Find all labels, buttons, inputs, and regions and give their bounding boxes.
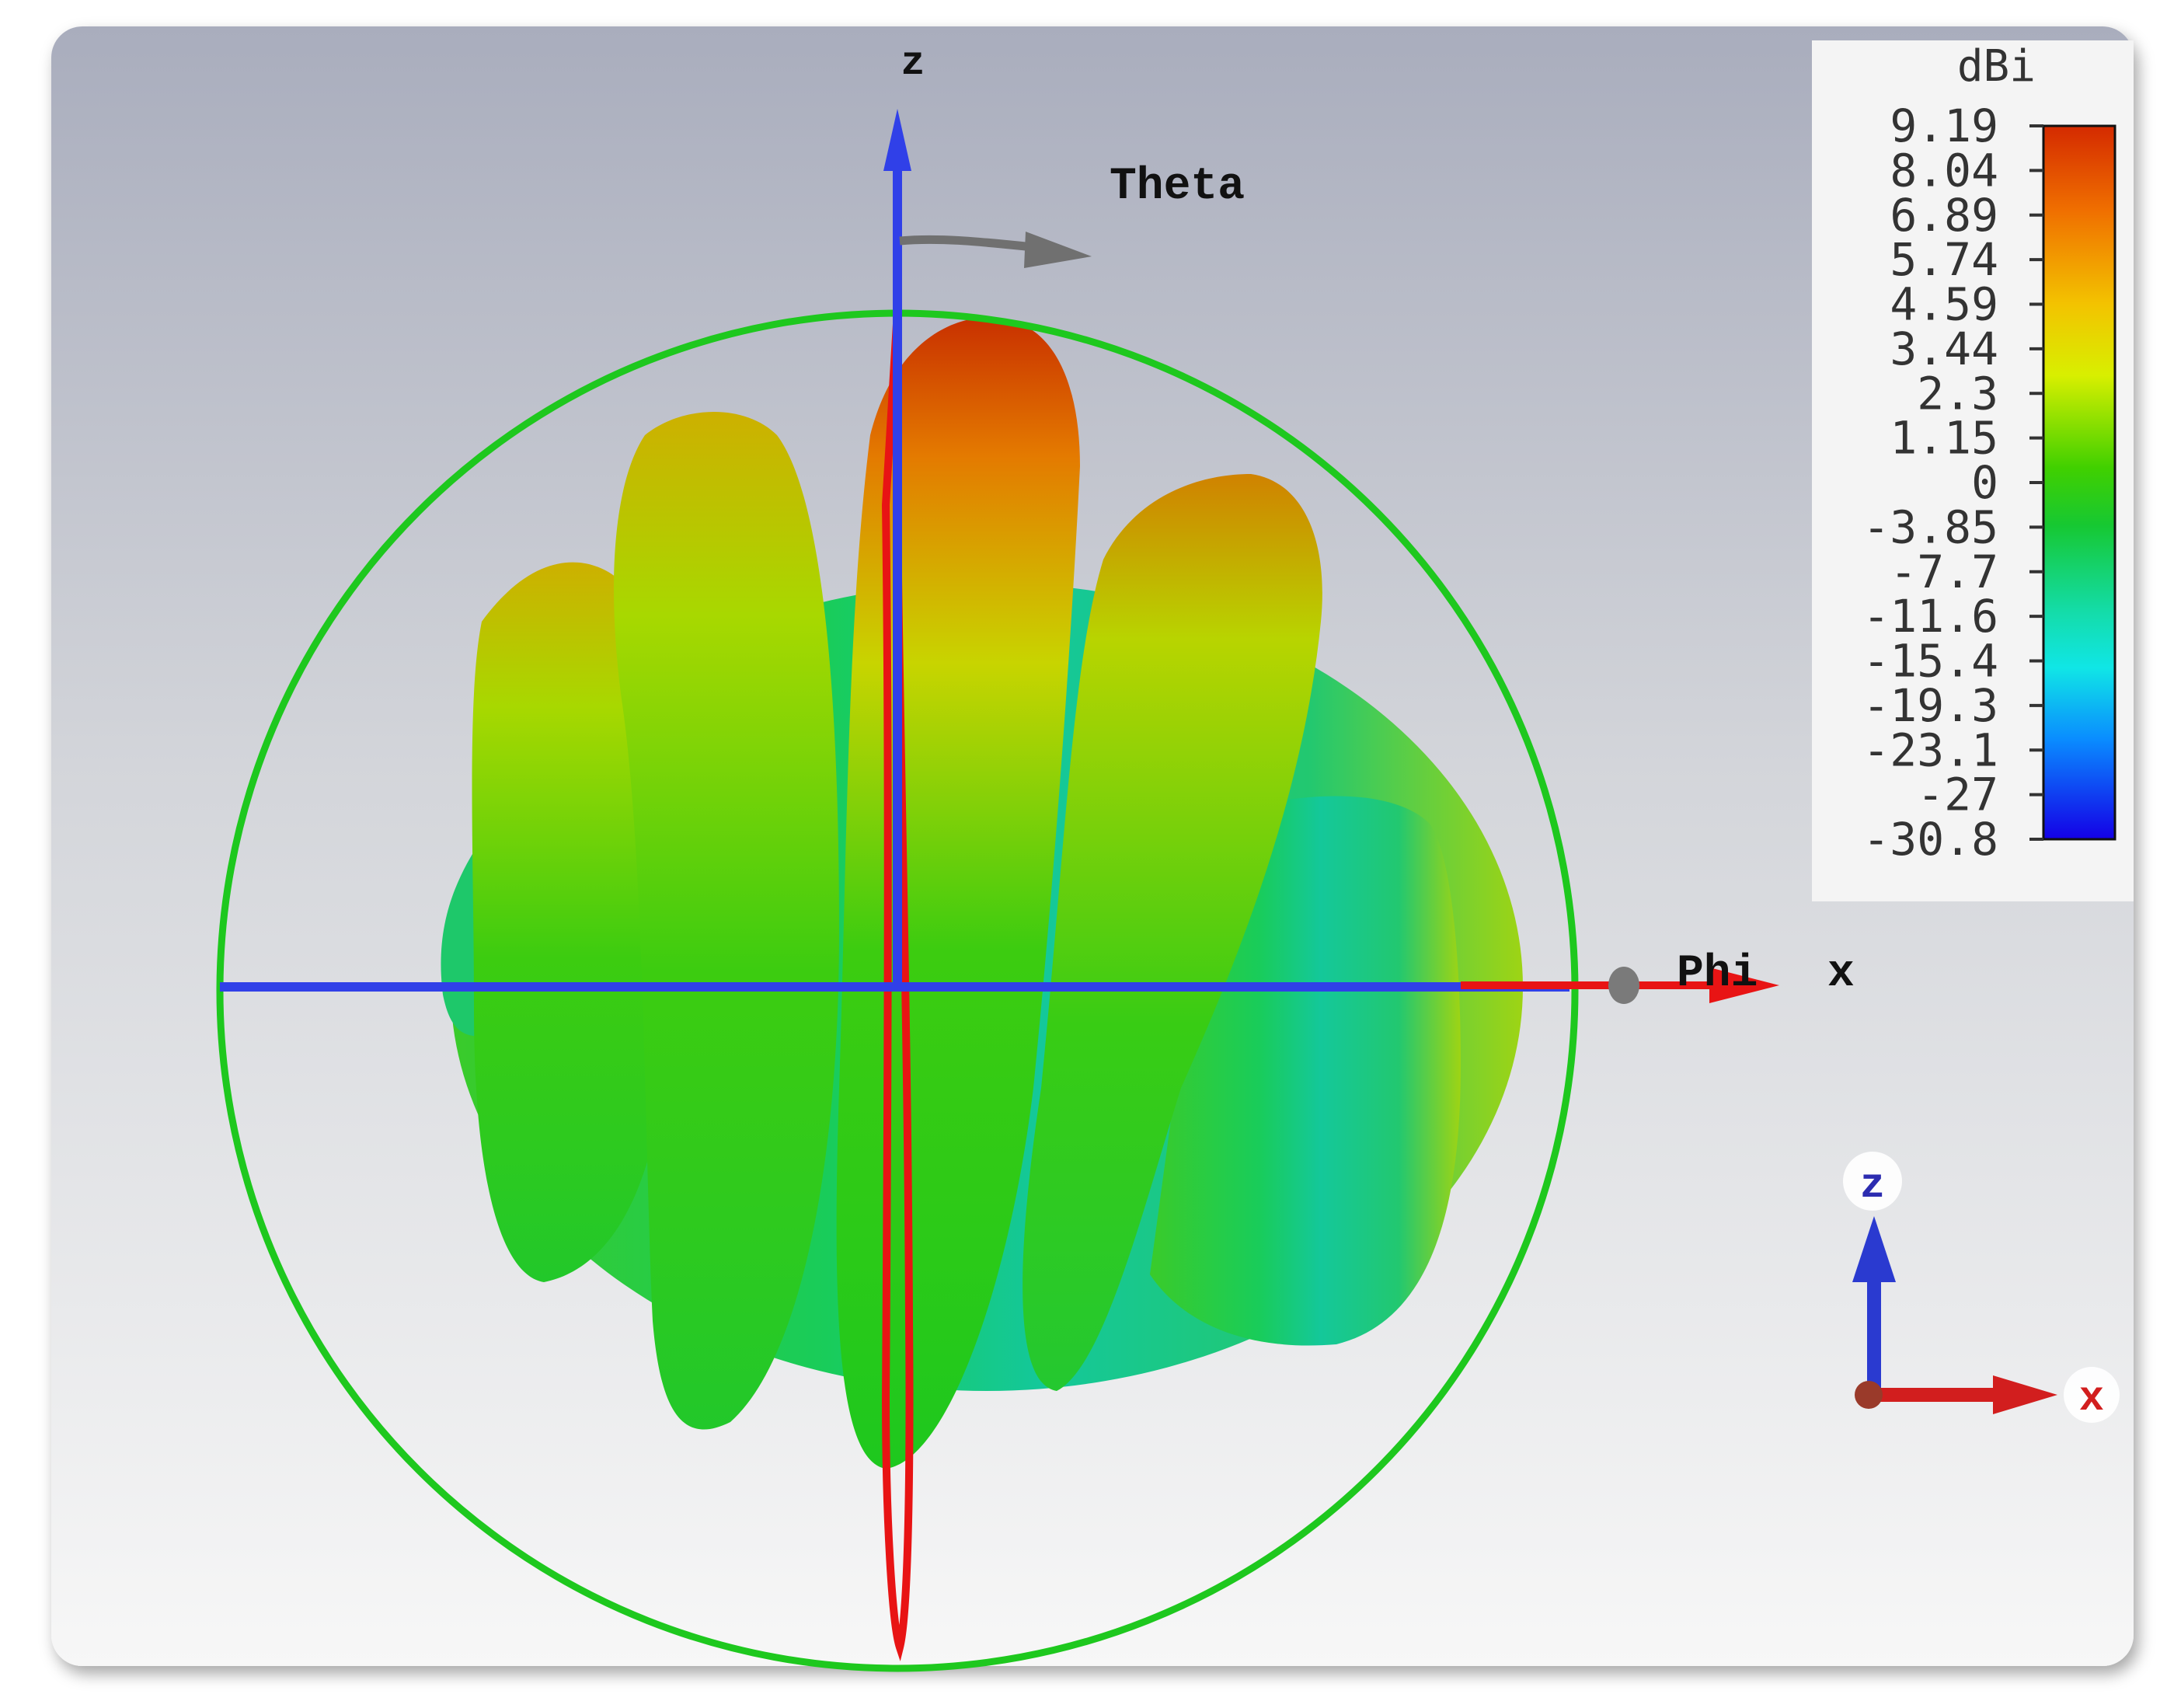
colorbar-tick-label: -7.7 [1890, 546, 1998, 598]
lobe-left [472, 562, 676, 1282]
colorbar-tick-label: -27 [1917, 769, 1998, 821]
phi-label: Phi [1677, 949, 1758, 999]
triad-x-badge [2064, 1367, 2120, 1423]
x-axis-arrowhead [1709, 967, 1779, 1003]
colorbar-tick-label: 9.19 [1890, 99, 1998, 152]
theta-arrow [899, 235, 1034, 252]
colorbar-tick-label: -30.8 [1862, 813, 1998, 866]
colorbar-tick-label: -19.3 [1862, 679, 1998, 732]
colorbar-gradient [2042, 124, 2116, 841]
colorbar-tick-label: -11.6 [1862, 590, 1998, 643]
colorbar-legend: dBi 9.198.046.895.744.593.442.31.150-3.8… [1812, 40, 2134, 901]
theta-label: Theta [1110, 162, 1245, 212]
colorbar-tick-label: -15.4 [1862, 635, 1998, 688]
x-axis-label: x [1827, 949, 1855, 999]
colorbar-tick-label: 5.74 [1890, 233, 1998, 286]
phi-marker [1608, 967, 1639, 1004]
colorbar-tick-label: 1.15 [1890, 412, 1998, 465]
colorbar-tick-label: 2.3 [1917, 367, 1998, 420]
lobe-left-center [614, 412, 839, 1430]
colorbar-tick-label: 4.59 [1890, 278, 1998, 331]
triad-z-arrowhead [1852, 1216, 1896, 1282]
triad-z-label: z [1860, 1162, 1885, 1210]
z-axis-label: z [901, 40, 925, 86]
triad-origin [1855, 1381, 1883, 1409]
colorbar-tick-label: -3.85 [1862, 500, 1998, 553]
theta-arrowhead [1024, 232, 1092, 268]
orientation-triad: z x [1843, 1152, 2120, 1423]
triad-x-label: x [2079, 1375, 2104, 1423]
colorbar-tick-label: 6.89 [1890, 189, 1998, 242]
triad-x-arrowhead [1993, 1375, 2057, 1414]
colorbar-tick-label: 8.04 [1890, 144, 1998, 197]
colorbar-unit: dBi [1957, 41, 2036, 92]
colorbar-tick-label: 3.44 [1890, 322, 1998, 375]
z-axis-arrowhead [883, 109, 911, 171]
triad-z-badge [1843, 1152, 1902, 1211]
colorbar-tick-label: 0 [1971, 456, 1998, 509]
lobe-right-center [1023, 474, 1322, 1391]
colorbar-tick-label: -23.1 [1862, 723, 1998, 776]
